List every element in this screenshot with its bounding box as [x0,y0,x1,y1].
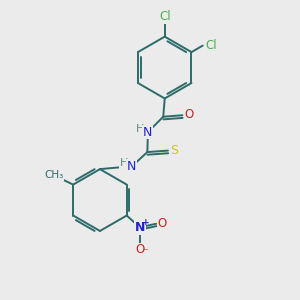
Text: O: O [184,108,194,121]
Text: Cl: Cl [205,38,217,52]
Text: O: O [158,217,167,230]
Text: H: H [136,124,144,134]
Text: H: H [120,158,128,168]
Text: +: + [142,218,149,227]
Text: S: S [170,143,178,157]
Text: O: O [135,243,145,256]
Text: N: N [143,126,152,139]
Text: N: N [127,160,136,173]
Text: N: N [135,221,145,234]
Text: Cl: Cl [159,10,170,23]
Text: ⁻: ⁻ [142,247,148,257]
Text: CH₃: CH₃ [44,170,64,180]
